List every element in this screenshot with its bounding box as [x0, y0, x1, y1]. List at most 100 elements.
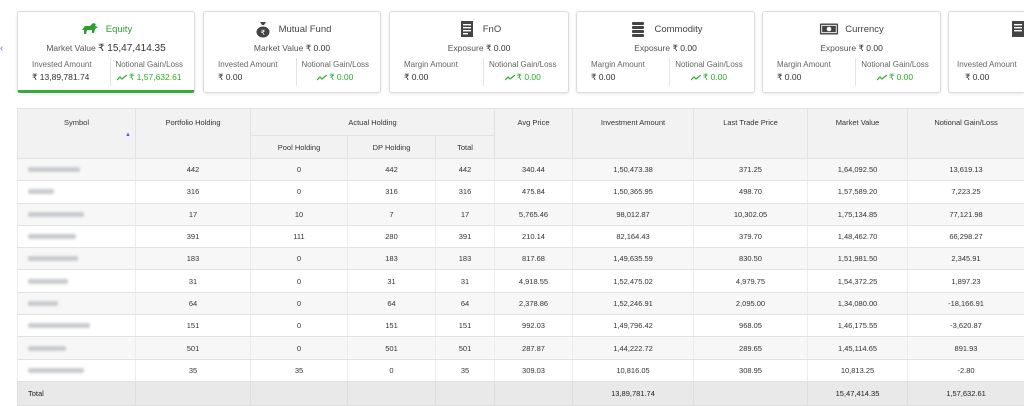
avg-price-cell: 287.87	[494, 336, 574, 360]
scroll-left-icon[interactable]: ‹	[0, 43, 4, 54]
table-row[interactable]: 35 35 0 35 309.03 10,816.05 308.95 10,813.25 -2.…	[17, 358, 1024, 382]
exposure-label: Exposure	[820, 43, 857, 53]
column-header-market-value[interactable]: Market Value	[807, 108, 909, 159]
column-header-portfolio-holding[interactable]: Portfolio Holding	[135, 108, 251, 159]
column-header-notional-gain-loss[interactable]: Notional Gain/Loss	[907, 108, 1024, 159]
totals-row: Total 13,89,781.74 15,47,414.35 1,57,632…	[17, 380, 1024, 406]
column-header-total[interactable]: Total	[434, 135, 496, 159]
card-equity[interactable]: Equity Market Value ₹ 15,47,414.35 Inves…	[17, 11, 195, 93]
portfolio-holding-cell: 64	[135, 291, 251, 316]
market-value: ₹ 0.00	[305, 43, 331, 53]
trend-up-icon	[317, 74, 328, 81]
dp-holding-cell: 183	[347, 247, 436, 271]
pool-holding-cell: 111	[250, 224, 348, 249]
table-row[interactable]: 31 0 31 31 4,918.55 1,52,475.02 4,979.75 1,54,3…	[17, 269, 1024, 293]
investment-amount-cell: 1,49,796.42	[572, 314, 695, 338]
notional-gain-loss-cell: 13,619.13	[907, 157, 1024, 182]
table-row[interactable]: 64 0 64 64 2,378.86 1,52,246.91 2,095.00 1,34,0…	[17, 291, 1024, 316]
bull-icon	[80, 19, 100, 39]
notional-gain-loss-cell: 891.93	[907, 336, 1024, 360]
last-trade-price-cell: 371.25	[693, 157, 809, 182]
pool-holding-cell: 0	[250, 180, 348, 204]
column-header-pool-holding[interactable]: Pool Holding	[250, 135, 348, 159]
symbol-cell[interactable]	[17, 180, 136, 204]
symbol-cell[interactable]	[17, 291, 136, 316]
last-trade-price-cell: 308.95	[693, 358, 809, 382]
column-header-dp-holding[interactable]: DP Holding	[347, 135, 436, 159]
market-value-cell: 1,48,462.70	[807, 224, 909, 249]
avg-price-cell: 4,918.55	[494, 269, 574, 293]
last-trade-price-cell: 968.05	[693, 314, 809, 338]
symbol-cell[interactable]	[17, 269, 136, 293]
notional-gain-loss-value: ₹ 1,57,632.61	[111, 71, 189, 84]
notional-gain-loss-cell: 66,298.27	[907, 224, 1024, 249]
redacted-symbol	[28, 345, 66, 351]
table-row[interactable]: 183 0 183 183 817.68 1,49,635.59 830.50 1,51,98…	[17, 247, 1024, 271]
invested-amount: Invested Amount ₹ 0.00	[210, 58, 297, 86]
card-mutual-fund-title: Mutual Fund	[278, 23, 332, 35]
symbol-cell[interactable]	[17, 336, 136, 360]
dp-holding-cell: 316	[347, 180, 436, 204]
total-cell: 183	[434, 247, 496, 271]
column-header-avg-price[interactable]: Avg Price	[494, 108, 574, 159]
column-header-investment-amount[interactable]: Investment Amount	[572, 108, 695, 159]
notional-gain-loss-cell: 1,897.23	[907, 269, 1024, 293]
banknote-icon	[819, 19, 839, 39]
table-row[interactable]: 151 0 151 151 992.03 1,49,796.42 968.05 1,46,17…	[17, 314, 1024, 338]
last-trade-price-cell: 2,095.00	[693, 291, 809, 316]
card-currency-title: Currency	[845, 23, 884, 35]
notional-gain-loss-cell: 77,121.98	[907, 202, 1024, 226]
total-cell: 35	[434, 358, 496, 382]
column-header-symbol[interactable]: Symbol ▲	[17, 108, 136, 159]
symbol-cell[interactable]	[17, 224, 136, 249]
margin-amount: Margin Amount ₹ 0.00	[769, 58, 856, 86]
money-bag-icon: ₹	[253, 19, 273, 39]
avg-price-cell: 309.03	[494, 358, 574, 382]
portfolio-holding-cell: 501	[135, 336, 251, 360]
pool-holding-cell: 0	[250, 291, 348, 316]
notional-gain-loss-cell: -3,620.87	[907, 314, 1024, 338]
last-trade-price-cell: 830.50	[693, 247, 809, 271]
pool-holding-cell: 0	[250, 336, 348, 360]
table-row[interactable]: 442 0 442 442 340.44 1,50,473.38 371.25 1,64,09…	[17, 157, 1024, 182]
portfolio-holding-cell: 17	[135, 202, 251, 226]
last-trade-price-cell: 379.70	[693, 224, 809, 249]
card-currency[interactable]: Currency Exposure ₹ 0.00 Margin Amount ₹…	[762, 11, 941, 93]
table-row[interactable]: 391 111 280 391 210.14 82,164.43 379.70 1,48,46…	[17, 224, 1024, 249]
market-value-cell: 10,813.25	[807, 358, 909, 382]
dp-holding-cell: 280	[347, 224, 436, 249]
symbol-cell[interactable]	[17, 358, 136, 382]
symbol-cell[interactable]	[17, 314, 136, 338]
card-commodity[interactable]: Commodity Exposure ₹ 0.00 Margin Amount …	[576, 11, 755, 93]
invested-amount-value: ₹ 13,89,781.74	[32, 72, 90, 82]
last-trade-price-cell: 10,302.05	[693, 202, 809, 226]
total-cell: 391	[434, 224, 496, 249]
column-header-last-trade-price[interactable]: Last Trade Price	[693, 108, 809, 159]
investment-amount-cell: 98,012.87	[572, 202, 695, 226]
table-row[interactable]: 17 10 7 17 5,765.46 98,012.87 10,302.05 1,75,13…	[17, 202, 1024, 226]
total-cell: 31	[434, 269, 496, 293]
invested-amount: Invested Amount ₹ 0.00	[957, 60, 1017, 82]
table-row[interactable]: 501 0 501 501 287.87 1,44,222.72 289.65 1,45,11…	[17, 336, 1024, 360]
symbol-cell[interactable]	[17, 247, 136, 271]
avg-price-cell: 2,378.86	[494, 291, 574, 316]
last-trade-price-cell: 498.70	[693, 180, 809, 204]
column-header-actual-holding: Actual Holding	[249, 108, 496, 136]
symbol-cell[interactable]	[17, 202, 136, 226]
coin-stack-icon	[628, 19, 648, 39]
card-mutual-fund[interactable]: ₹ Mutual Fund Market Value ₹ 0.00 Invest…	[203, 11, 381, 93]
card-fno[interactable]: FnO Exposure ₹ 0.00 Margin Amount ₹ 0.00…	[389, 11, 569, 93]
trend-up-icon	[504, 74, 515, 81]
avg-price-cell: 992.03	[494, 314, 574, 338]
dp-holding-cell: 7	[347, 202, 436, 226]
total-cell: 151	[434, 314, 496, 338]
sort-ascending-icon[interactable]: ▲	[125, 132, 131, 138]
symbol-cell[interactable]	[17, 157, 136, 182]
portfolio-holding-cell: 316	[135, 180, 251, 204]
dp-holding-cell: 0	[347, 358, 436, 382]
table-row[interactable]: 316 0 316 316 475.84 1,50,365.95 498.70 1,57,58…	[17, 180, 1024, 204]
notional-gain-loss: Notional Gain/Loss ₹ 0.00	[675, 60, 743, 82]
card-partial[interactable]: Invested Amount ₹ 0.00	[948, 11, 1024, 93]
pool-holding-cell: 0	[250, 247, 348, 271]
dp-holding-cell: 501	[347, 336, 436, 360]
